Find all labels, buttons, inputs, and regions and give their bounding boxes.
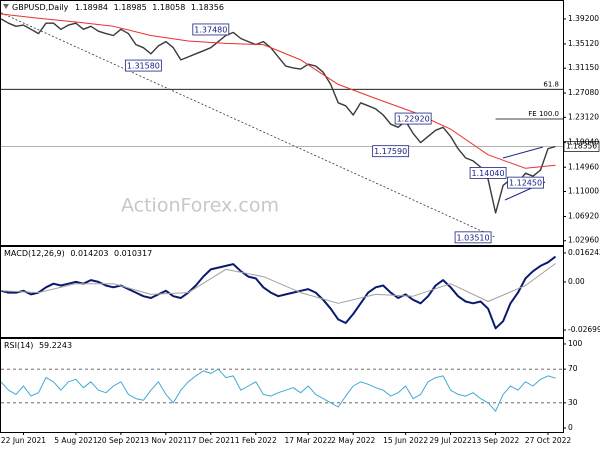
triangle-line [502, 146, 544, 159]
annotation-label: 1.17590 [374, 147, 407, 156]
price-panel [0, 0, 564, 246]
symbol-icon [3, 4, 9, 9]
y-tick-label: 1.06920 [568, 211, 599, 220]
macd-panel [0, 246, 564, 338]
annotation-label: 1.12450 [509, 179, 542, 188]
y-tick-label: 0.016242 [568, 248, 600, 257]
chart-title: GBPUSD,Daily [12, 3, 69, 12]
annotation-label: 1.03510 [457, 233, 490, 242]
y-tick-label: 0 [568, 423, 573, 432]
y-tick-label: 1.31150 [568, 63, 599, 72]
y-tick-label: -0.026994 [568, 325, 600, 334]
annotation-label: 1.37480 [194, 25, 227, 34]
macd-title: MACD(12,26,9) [4, 249, 65, 258]
y-tick-label: 1.39200 [568, 14, 599, 23]
y-tick-label: 0.00 [568, 277, 585, 286]
open: 1.18984 [75, 3, 108, 12]
y-tick-label: 1.11000 [568, 187, 599, 196]
annotation-label: 1.14040 [472, 169, 505, 178]
annotation-box [454, 231, 492, 244]
price-tag [563, 141, 600, 152]
series-line [0, 368, 556, 412]
x-tick-label: 29 Jul 2022 [429, 436, 472, 445]
x-tick-label: 15 Jun 2022 [383, 436, 428, 445]
watermark: ActionForex.com [121, 195, 279, 217]
trendline [0, 12, 496, 238]
macd-value: 0.014203 [70, 249, 108, 258]
macd-header: MACD(12,26,9) 0.014203 0.010317 [4, 249, 152, 258]
rsi-panel [0, 338, 564, 433]
y-tick-label: 1.35120 [568, 39, 599, 48]
signal-value: 0.010317 [114, 249, 152, 258]
annotation-label: 1.31580 [127, 62, 160, 71]
annotation-box [469, 167, 507, 179]
rsi-title: RSI(14) [4, 341, 33, 350]
series-line [0, 18, 556, 214]
y-tick-label: 100 [568, 339, 583, 348]
y-tick-label: 1.23120 [568, 112, 599, 121]
y-tick-label: 1.27080 [568, 88, 599, 97]
rsi-header: RSI(14) 59.2243 [4, 341, 72, 350]
series-line [0, 263, 556, 304]
level-label: 61.8 [543, 80, 559, 88]
x-tick-label: 3 Nov 2021 [144, 436, 187, 445]
annotation-box [507, 176, 544, 189]
low: 1.18058 [152, 3, 185, 12]
x-tick-label: 27 Oct 2022 [525, 436, 572, 445]
close: 1.18356 [191, 3, 224, 12]
x-tick-label: 1 Feb 2022 [235, 436, 277, 445]
annotation-box [394, 112, 432, 125]
y-tick-label: 70 [568, 364, 578, 373]
annotation-label: 1.22920 [397, 115, 430, 124]
level-label: FE 100.0 [528, 110, 559, 118]
annotation-box [192, 23, 230, 36]
series-line [0, 255, 557, 330]
y-tick-label: 1.19040 [568, 137, 599, 146]
series-line [0, 13, 556, 169]
y-tick-label: 1.14960 [568, 162, 599, 171]
header: GBPUSD,Daily 1.18984 1.18985 1.18058 1.1… [12, 3, 224, 12]
rsi-value: 59.2243 [39, 341, 72, 350]
annotation-box [372, 145, 410, 158]
x-tick-label: 22 Jun 2021 [1, 436, 46, 445]
high: 1.18985 [114, 3, 147, 12]
x-tick-label: 2 May 2022 [331, 436, 375, 445]
annotation-box [124, 59, 162, 72]
x-tick-label: 5 Aug 2021 [54, 436, 97, 445]
y-tick-label: 30 [568, 398, 578, 407]
price-tag-label: 1.18356 [566, 141, 597, 150]
x-tick-label: 17 Mar 2022 [284, 436, 332, 445]
y-tick-label: 1.02960 [568, 236, 599, 245]
x-tick-label: 17 Dec 2021 [187, 436, 235, 445]
x-tick-label: 13 Sep 2022 [472, 436, 520, 445]
x-tick-label: 20 Sep 2021 [97, 436, 145, 445]
